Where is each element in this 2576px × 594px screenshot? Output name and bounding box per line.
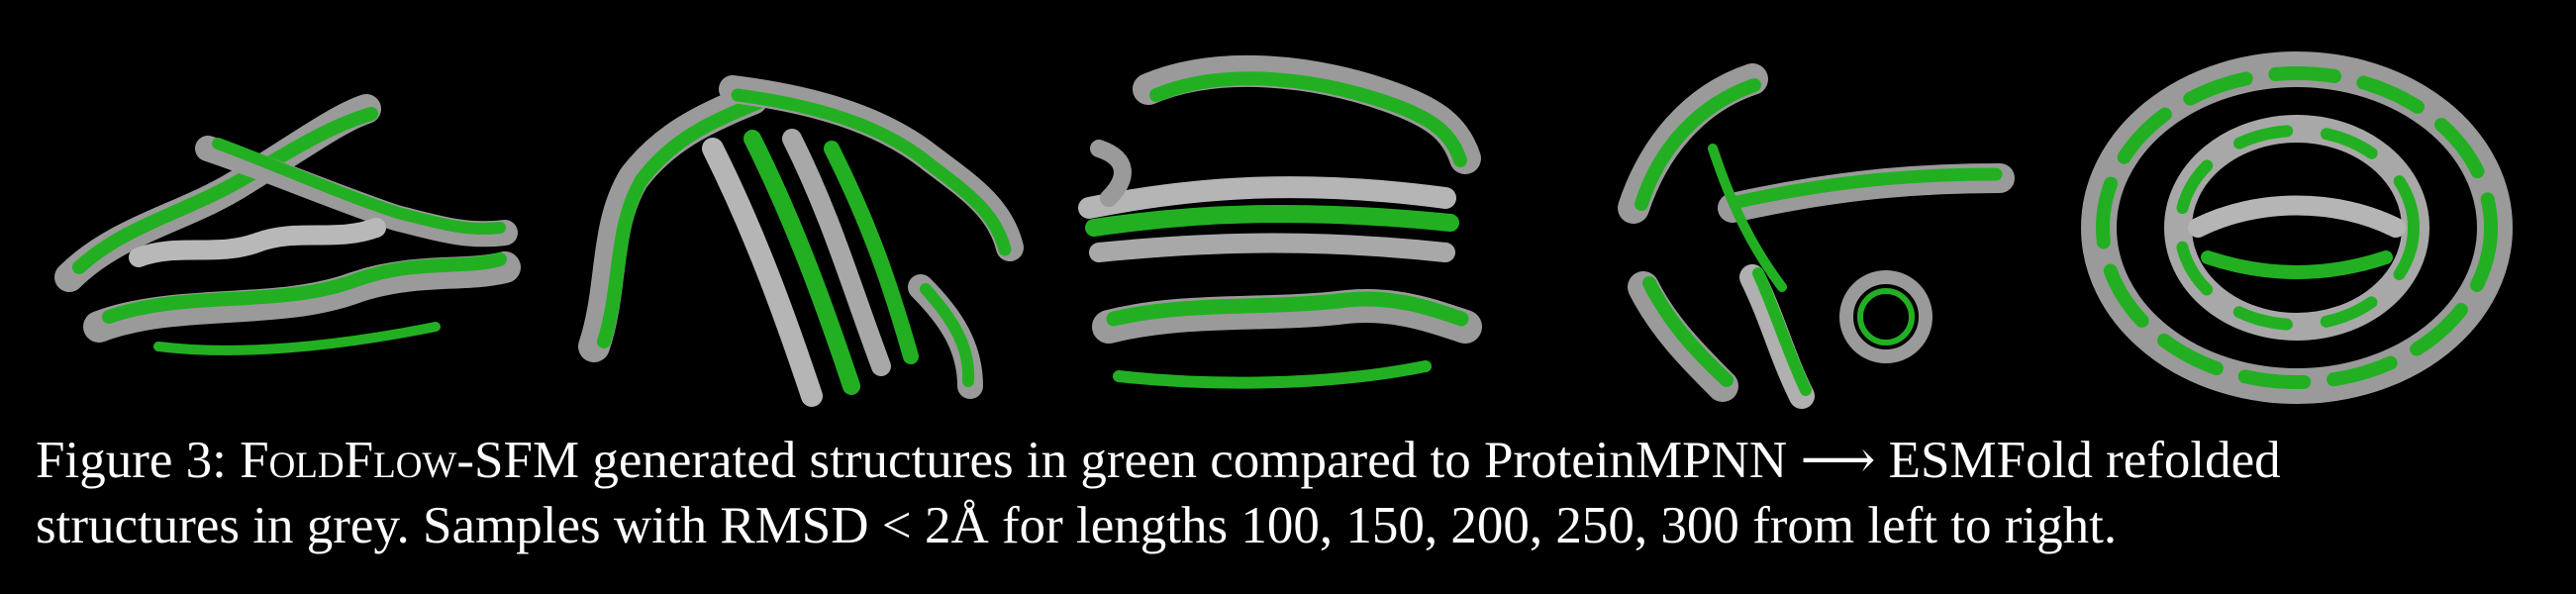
structure-panel-length-200 <box>1069 30 1485 426</box>
structure-panel-length-300 <box>2059 30 2534 426</box>
structure-panel-length-100 <box>40 30 535 426</box>
caption-line-1: Figure 3: FoldFlow-SFM generated structu… <box>36 428 2550 493</box>
figure-caption: Figure 3: FoldFlow-SFM generated structu… <box>36 428 2550 558</box>
caption-line-1-text: generated structures in green compared t… <box>579 432 2281 489</box>
figure-label: Figure 3: <box>36 432 227 489</box>
protein-structure-image <box>54 94 521 355</box>
caption-line-2: structures in grey. Samples with RMSD < … <box>36 497 2118 554</box>
method-name: FoldFlow-SFM <box>240 432 580 489</box>
protein-structure-image <box>1078 54 1482 389</box>
structure-panel-length-250 <box>1604 30 2020 426</box>
structure-panels <box>40 30 2534 426</box>
protein-structure-image <box>578 75 1024 407</box>
protein-structure-image <box>1618 63 2015 409</box>
structure-panel-length-150 <box>554 30 1049 426</box>
protein-structure-image <box>2081 51 2513 404</box>
